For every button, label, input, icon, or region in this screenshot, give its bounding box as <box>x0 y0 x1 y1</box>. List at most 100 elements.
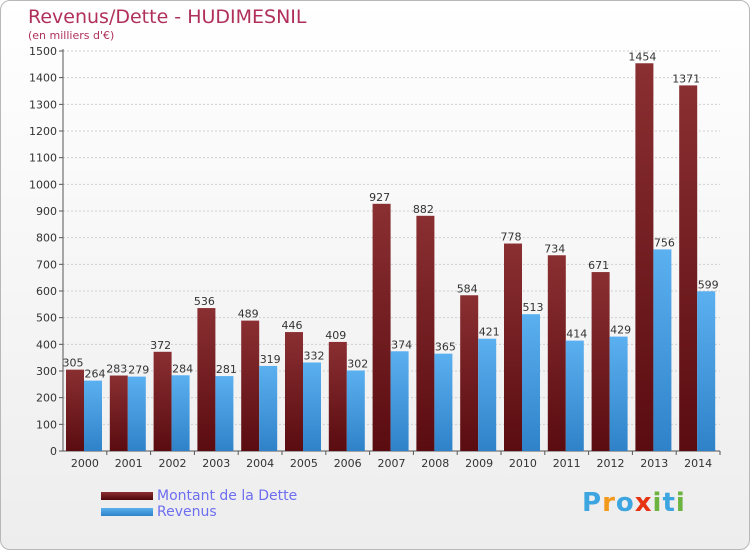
bar-revenue <box>565 340 584 451</box>
y-tick-label: 0 <box>50 445 57 458</box>
legend-item-revenue: Revenus <box>101 504 297 520</box>
y-tick-label: 800 <box>36 232 57 245</box>
bar-debt <box>285 332 303 451</box>
legend-item-debt: Montant de la Dette <box>101 488 297 504</box>
x-tick-label: 2003 <box>202 457 230 470</box>
legend: Montant de la Dette Revenus <box>101 488 297 520</box>
data-label-revenue: 279 <box>128 364 149 377</box>
y-tick-label: 900 <box>36 205 57 218</box>
x-tick-label: 2011 <box>553 457 581 470</box>
chart-subtitle: (en milliers d'€) <box>28 29 115 42</box>
bar-revenue <box>127 376 146 451</box>
y-tick-label: 1400 <box>29 72 57 85</box>
bar-debt <box>416 215 435 451</box>
data-label-debt: 671 <box>588 259 609 272</box>
legend-label-debt: Montant de la Dette <box>157 488 298 504</box>
data-label-debt: 489 <box>238 308 259 321</box>
x-tick-label: 2013 <box>640 457 668 470</box>
x-tick-label: 2010 <box>509 457 537 470</box>
y-tick-label: 300 <box>36 365 57 378</box>
y-tick-label: 600 <box>36 285 57 298</box>
x-tick-label: 2012 <box>597 457 625 470</box>
bar-revenue <box>609 336 628 451</box>
data-label-revenue: 414 <box>566 328 587 341</box>
data-label-debt: 446 <box>282 319 303 332</box>
x-tick-label: 2000 <box>71 457 99 470</box>
y-tick-label: 1300 <box>29 98 57 111</box>
legend-label-revenue: Revenus <box>157 504 217 520</box>
data-label-revenue: 264 <box>85 368 106 381</box>
bar-revenue <box>259 365 278 451</box>
logo-letter: r <box>602 488 616 518</box>
data-label-revenue: 302 <box>347 357 368 370</box>
bar-revenue <box>303 362 321 451</box>
data-label-revenue: 374 <box>391 338 412 351</box>
legend-swatch-debt <box>101 492 153 500</box>
logo-letter: o <box>615 488 635 518</box>
data-label-revenue: 421 <box>479 326 500 339</box>
data-label-revenue: 281 <box>216 363 237 376</box>
data-label-revenue: 319 <box>260 353 281 366</box>
bar-debt <box>460 295 479 451</box>
bar-revenue <box>697 291 716 451</box>
data-label-debt: 305 <box>63 357 84 370</box>
y-tick-label: 1200 <box>29 125 57 138</box>
logo-letter: i <box>675 488 686 518</box>
chart-title: Revenus/Dette - HUDIMESNIL <box>28 6 307 28</box>
y-tick-label: 200 <box>36 392 57 405</box>
bar-revenue <box>390 351 409 451</box>
bar-revenue <box>171 375 190 451</box>
bar-revenue <box>478 338 497 451</box>
x-tick-label: 2002 <box>159 457 187 470</box>
bar-debt <box>153 351 172 451</box>
data-label-debt: 372 <box>150 339 171 352</box>
bar-debt <box>328 341 347 451</box>
x-tick-label: 2014 <box>684 457 712 470</box>
proxiti-logo: Proxiti <box>582 488 686 518</box>
x-tick-label: 2008 <box>421 457 449 470</box>
bar-revenue <box>522 314 540 451</box>
bar-debt <box>679 85 698 452</box>
data-label-debt: 1454 <box>628 50 656 63</box>
x-tick-label: 2007 <box>378 457 406 470</box>
data-label-revenue: 599 <box>698 278 719 291</box>
bar-debt <box>591 272 610 451</box>
y-tick-label: 700 <box>36 258 57 271</box>
data-label-debt: 882 <box>413 203 434 216</box>
bar-debt <box>547 255 566 451</box>
data-label-debt: 927 <box>369 191 390 204</box>
y-tick-label: 100 <box>36 418 57 431</box>
bar-debt <box>66 369 84 451</box>
x-tick-label: 2005 <box>290 457 318 470</box>
data-label-revenue: 365 <box>435 341 456 354</box>
data-label-debt: 778 <box>501 231 522 244</box>
x-tick-label: 2001 <box>115 457 143 470</box>
data-label-debt: 1371 <box>672 72 700 85</box>
y-tick-label: 500 <box>36 312 57 325</box>
y-tick-label: 1000 <box>29 178 57 191</box>
data-label-revenue: 756 <box>654 236 675 249</box>
x-tick-label: 2009 <box>465 457 493 470</box>
data-label-debt: 283 <box>106 363 127 376</box>
data-label-revenue: 429 <box>610 324 631 337</box>
logo-letter: i <box>652 488 663 518</box>
bar-revenue <box>653 249 672 451</box>
y-tick-label: 400 <box>36 338 57 351</box>
bar-debt <box>241 320 260 451</box>
bar-debt <box>109 375 128 451</box>
logo-letter: x <box>634 488 653 518</box>
data-label-debt: 584 <box>457 282 478 295</box>
legend-swatch-revenue <box>101 508 153 516</box>
bar-debt <box>372 203 391 451</box>
data-label-debt: 409 <box>325 329 346 342</box>
y-tick-label: 1100 <box>29 152 57 165</box>
logo-letter: P <box>582 488 603 518</box>
bar-revenue <box>215 376 234 451</box>
data-label-revenue: 332 <box>304 349 325 362</box>
bar-revenue <box>84 380 102 451</box>
bar-debt <box>197 308 216 451</box>
logo-letter: t <box>662 488 676 518</box>
y-tick-label: 1500 <box>29 45 57 58</box>
